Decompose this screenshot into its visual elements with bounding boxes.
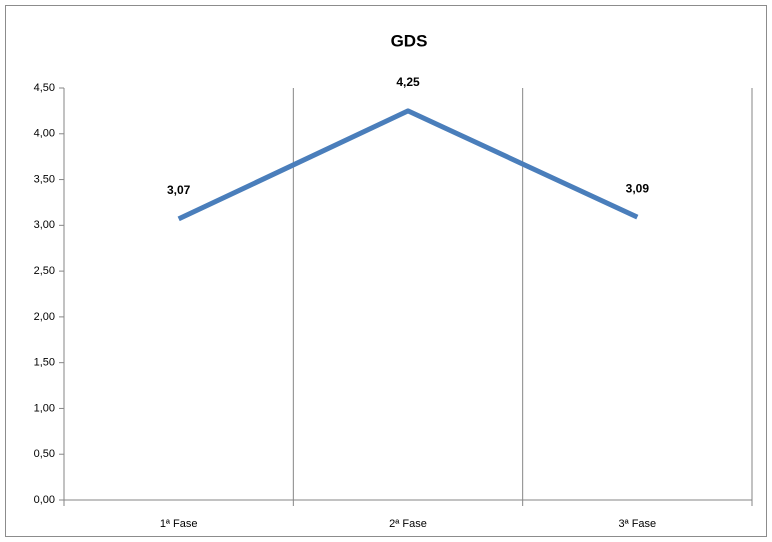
y-tick-label: 3,50 (34, 173, 55, 185)
data-label: 3,07 (167, 183, 191, 197)
y-tick-label: 0,50 (34, 448, 55, 460)
y-tick-label: 0,00 (34, 494, 55, 506)
chart-border (5, 5, 767, 537)
line (177, 108, 639, 222)
x-tick-label: 1ª Fase (160, 518, 198, 530)
x-tick-label: 3ª Fase (618, 518, 656, 530)
y-tick-label: 2,50 (34, 265, 55, 277)
y-tick-label: 1,00 (34, 402, 55, 414)
y-tick-label: 3,00 (34, 219, 55, 231)
x-tick-label: 2ª Fase (389, 518, 427, 530)
y-tick-label: 4,00 (34, 128, 55, 140)
data-label: 3,09 (626, 181, 650, 195)
y-tick-label: 4,50 (34, 82, 55, 94)
y-tick-label: 1,50 (34, 357, 55, 369)
y-tick-label: 2,00 (34, 311, 55, 323)
data-label: 4,25 (396, 75, 420, 89)
chart-title: GDS (391, 31, 428, 50)
